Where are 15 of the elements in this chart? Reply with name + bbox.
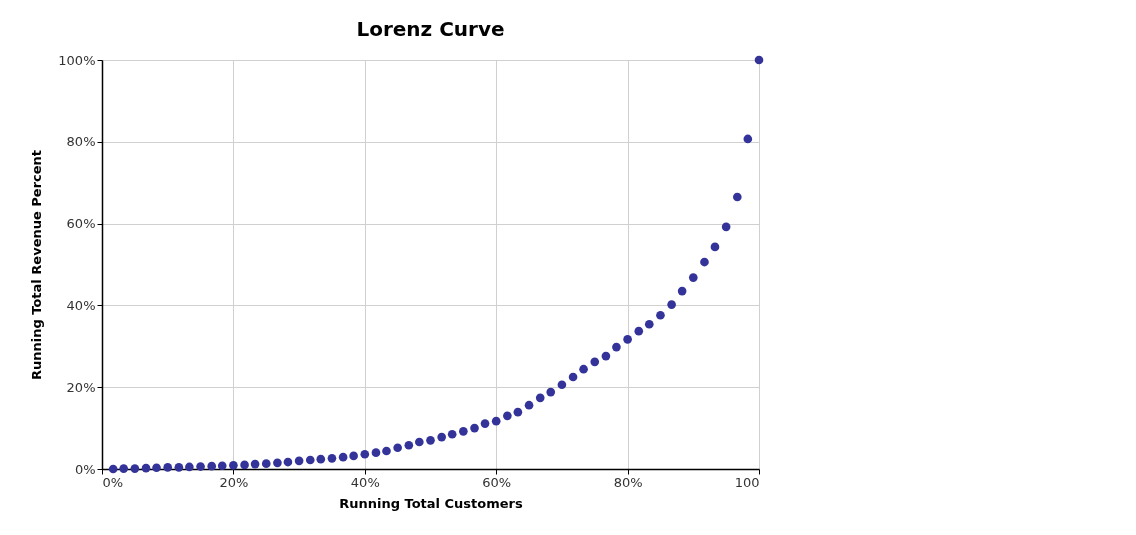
chart-title: Lorenz Curve	[356, 17, 505, 41]
y-tick-label: 20%	[66, 379, 96, 395]
x-tick-label: 60%	[482, 474, 512, 490]
y-tick-label: 40%	[66, 297, 96, 313]
y-tick-label: 60%	[66, 216, 96, 232]
y-axis-title: Running Total Revenue Percent	[29, 149, 45, 381]
x-tick-label: 40%	[350, 474, 380, 490]
x-axis-title: Running Total Customers	[339, 495, 524, 511]
y-tick-label: 100%	[58, 52, 96, 68]
x-tick-label: 100	[734, 474, 760, 490]
y-tick-label: 80%	[66, 134, 96, 150]
x-tick-label: 20%	[219, 474, 249, 490]
y-tick-label: 0%	[74, 461, 96, 477]
x-tick-label: 80%	[613, 474, 643, 490]
x-tick-label: 0%	[102, 474, 124, 490]
